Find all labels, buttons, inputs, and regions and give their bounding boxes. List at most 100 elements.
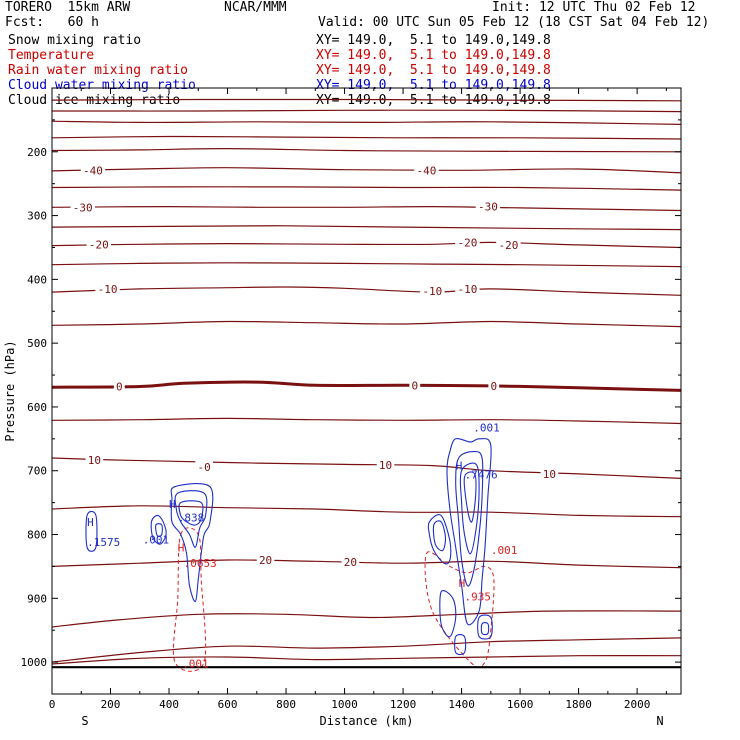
- center-name: NCAR/MMM: [224, 0, 287, 15]
- isotherm-line: [52, 225, 681, 231]
- x-tick-label: 1000: [331, 698, 358, 711]
- isotherm-line: [52, 167, 681, 174]
- temperature-label: -30: [73, 201, 93, 214]
- isotherm-line: [52, 417, 681, 425]
- isotherm-line: [52, 457, 681, 479]
- temperature-label-bg: [341, 555, 360, 568]
- temperature-label-bg: [70, 201, 95, 214]
- isotherm-line: [52, 320, 681, 328]
- contour-label: H: [178, 541, 185, 554]
- temperature-label-bg: [85, 453, 104, 466]
- x-tick-label: 2000: [624, 698, 651, 711]
- cloud-water-contour: [432, 520, 447, 552]
- isotherm-line: [52, 186, 681, 191]
- field-label-cloud-water: Cloud water mixing ratio: [8, 78, 196, 93]
- x-tick-label: 0: [49, 698, 56, 711]
- x-end-label-south: S: [81, 714, 88, 728]
- temperature-label: 0: [411, 379, 418, 392]
- temperature-label-bg: [256, 554, 275, 567]
- x-tick-label: 1800: [565, 698, 592, 711]
- field-xy-temperature: XY= 149.0, 5.1 to 149.0,149.8: [316, 48, 551, 63]
- cloud-water-contour: [463, 471, 477, 523]
- temperature-label: -40: [83, 164, 103, 177]
- temperature-label-bg: [414, 164, 439, 177]
- temperature-label: 0: [490, 380, 497, 393]
- x-tick-label: 1200: [390, 698, 417, 711]
- isotherm-line: [52, 147, 681, 153]
- cloud-water-contour: [155, 523, 163, 538]
- temperature-label: 20: [344, 556, 357, 569]
- cloud-water-contour: [455, 450, 484, 587]
- temperature-label: -20: [89, 238, 109, 251]
- cloud-water-contour: [174, 490, 208, 548]
- contour-label: H: [459, 577, 466, 590]
- contour-label: .935: [465, 590, 492, 603]
- y-tick-label: 900: [27, 592, 47, 605]
- forecast-hour: Fcst: 60 h: [5, 15, 99, 30]
- x-axis-label: Distance (km): [320, 714, 414, 728]
- y-tick-label: 1000: [21, 656, 48, 669]
- isotherm-line: [52, 559, 681, 569]
- temperature-label: -0: [198, 461, 211, 474]
- isotherm-line: [52, 82, 681, 83]
- cloud-water-contour: [427, 514, 452, 565]
- isotherm-line: [52, 637, 681, 663]
- contour-label: .1575: [87, 536, 120, 549]
- plot-area: -40 -40 -30 -30 -20 -20 -20 -10 -10 -10 0 0 0 10 10 10 2…: [52, 82, 681, 672]
- x-tick-label: 200: [101, 698, 121, 711]
- cloud-water-contour: [477, 614, 493, 640]
- isotherm-line: [52, 135, 681, 140]
- isotherm-line: [52, 109, 681, 113]
- cloud-water-contour: [454, 634, 467, 656]
- x-tick-label: 1600: [507, 698, 534, 711]
- cloud-water-contour: [480, 622, 490, 636]
- temperature-label: 20: [259, 554, 272, 567]
- temperature-label-bg: [455, 236, 480, 249]
- temperature-label-bg: [475, 200, 501, 213]
- field-label-snow: Snow mixing ratio: [8, 33, 142, 48]
- x-tick-label: 600: [218, 698, 238, 711]
- field-xy-cloud-water: XY= 149.0, 5.1 to 149.0,149.8: [316, 78, 551, 93]
- contour-label: .001: [143, 534, 170, 547]
- x-tick-label: 800: [276, 698, 296, 711]
- cloud-water-contour: [178, 500, 204, 526]
- y-tick-label: 800: [27, 529, 47, 542]
- cloud-water-contour: [150, 514, 167, 545]
- y-axis-label: Pressure (hPa): [3, 340, 17, 441]
- isotherm-line: [52, 286, 681, 296]
- temperature-label: 0: [116, 381, 123, 394]
- model-name: TORERO 15km ARW: [5, 0, 131, 15]
- isotherm-line: [52, 262, 681, 268]
- isotherm-line: [52, 98, 681, 102]
- x-end-label-north: N: [656, 714, 663, 728]
- y-tick-label: 400: [27, 273, 47, 286]
- isotherm-line: [52, 505, 681, 518]
- temperature-label: -30: [478, 201, 498, 214]
- temperature-label-bg: [376, 458, 395, 471]
- contour-label: .0653: [184, 557, 217, 570]
- isotherm-line: [52, 610, 681, 628]
- cloud-water-contour: [85, 510, 98, 552]
- cloud-water-contour: [459, 462, 480, 555]
- contour-label: .838: [178, 511, 205, 524]
- field-label-temperature: Temperature: [8, 48, 95, 63]
- field-xy-snow: XY= 149.0, 5.1 to 149.0,149.8: [316, 33, 551, 48]
- plot-frame: [51, 87, 682, 695]
- y-tick-label: 300: [27, 210, 47, 223]
- temperature-label: -10: [422, 285, 442, 298]
- contour-label: .001: [491, 544, 518, 557]
- isotherm-line: [52, 380, 681, 392]
- isotherm-line: [52, 241, 681, 249]
- temperature-label-bg: [540, 467, 559, 480]
- contour-label: H: [169, 498, 176, 511]
- init-time: Init: 12 UTC Thu 02 Feb 12: [492, 0, 696, 15]
- temperature-label: -10: [457, 283, 477, 296]
- temperature-label-bg: [113, 380, 125, 393]
- y-tick-label: 200: [27, 146, 47, 159]
- cloud-water-contour: [439, 589, 457, 638]
- temperature-label-bg: [95, 282, 120, 295]
- field-label-rain: Rain water mixing ratio: [8, 63, 189, 78]
- rain-contour: [424, 551, 495, 668]
- isotherm-line: [52, 205, 681, 212]
